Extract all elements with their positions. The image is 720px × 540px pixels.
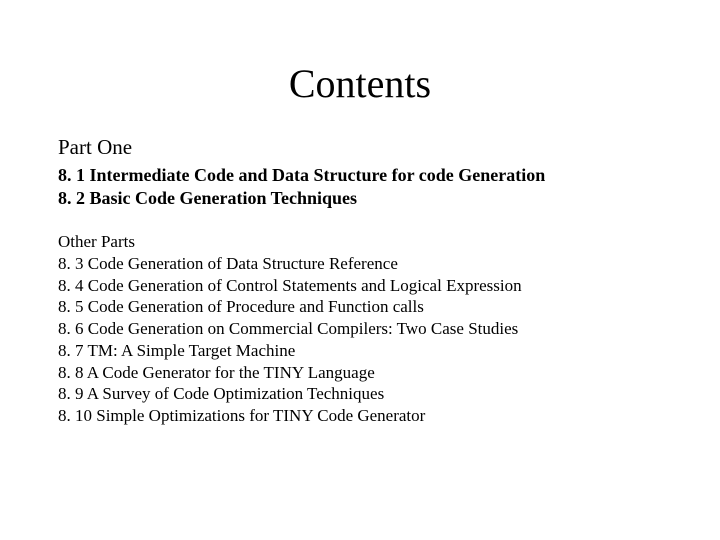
- toc-item: 8. 7 TM: A Simple Target Machine: [58, 340, 662, 362]
- other-parts-list: 8. 3 Code Generation of Data Structure R…: [58, 253, 662, 427]
- toc-item: 8. 5 Code Generation of Procedure and Fu…: [58, 296, 662, 318]
- contents-slide: Contents Part One 8. 1 Intermediate Code…: [0, 0, 720, 540]
- part-one-list: 8. 1 Intermediate Code and Data Structur…: [58, 164, 662, 209]
- toc-item: 8. 3 Code Generation of Data Structure R…: [58, 253, 662, 275]
- page-title: Contents: [58, 60, 662, 107]
- toc-item: 8. 9 A Survey of Code Optimization Techn…: [58, 383, 662, 405]
- toc-item: 8. 1 Intermediate Code and Data Structur…: [58, 164, 662, 187]
- toc-item: 8. 10 Simple Optimizations for TINY Code…: [58, 405, 662, 427]
- other-parts-label: Other Parts: [58, 231, 662, 253]
- part-one-label: Part One: [58, 135, 662, 160]
- toc-item: 8. 4 Code Generation of Control Statemen…: [58, 275, 662, 297]
- toc-item: 8. 8 A Code Generator for the TINY Langu…: [58, 362, 662, 384]
- toc-item: 8. 2 Basic Code Generation Techniques: [58, 187, 662, 210]
- toc-item: 8. 6 Code Generation on Commercial Compi…: [58, 318, 662, 340]
